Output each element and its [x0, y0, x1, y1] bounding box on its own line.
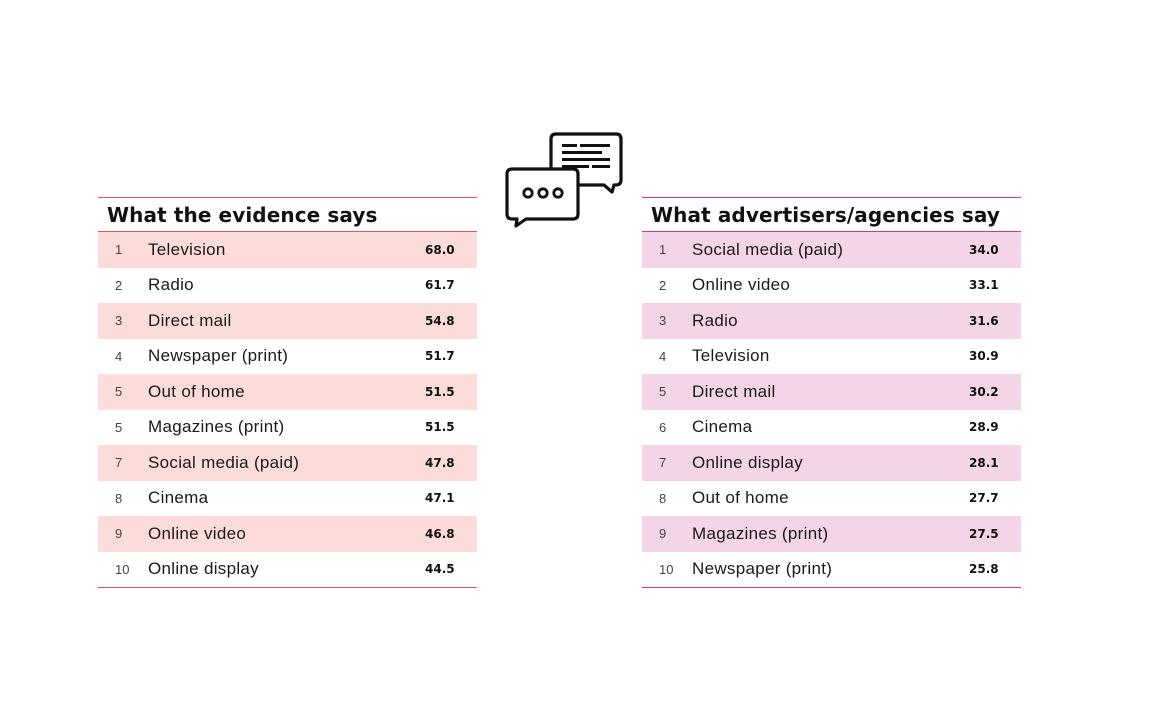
row-label: Radio [148, 275, 194, 295]
row-value: 54.8 [425, 313, 455, 328]
evidence-row-2: 2 Radio 61.7 [98, 268, 477, 304]
row-label: Social media (paid) [692, 239, 844, 259]
row-rank: 3 [115, 313, 123, 329]
row-label: Out of home [148, 381, 245, 401]
row-value: 46.8 [425, 526, 455, 541]
agencies-title: What advertisers/agencies say [651, 202, 1001, 227]
agencies-row-1: 1 Social media (paid) 34.0 [642, 232, 1021, 268]
row-rank: 5 [659, 384, 667, 400]
row-label: Cinema [148, 488, 209, 508]
agencies-row-2: 2 Online video 33.1 [642, 268, 1021, 304]
row-label: Social media (paid) [148, 452, 300, 472]
row-value: 30.9 [969, 349, 999, 364]
evidence-header: What the evidence says [98, 197, 477, 232]
row-label: Television [692, 346, 770, 366]
chat-bubbles-icon [504, 132, 624, 228]
row-rank: 7 [659, 455, 667, 471]
row-label: Magazines (print) [692, 523, 829, 543]
row-value: 44.5 [425, 562, 455, 577]
row-rank: 4 [115, 348, 123, 364]
evidence-row-7: 7 Social media (paid) 47.8 [98, 445, 477, 481]
row-rank: 8 [659, 490, 667, 506]
row-value: 51.5 [425, 420, 455, 435]
agencies-row-5: 5 Direct mail 30.2 [642, 374, 1021, 410]
row-label: Television [148, 239, 226, 259]
row-rank: 2 [659, 277, 667, 293]
row-rank: 5 [115, 384, 123, 400]
row-rank: 8 [115, 490, 123, 506]
row-value: 31.6 [969, 313, 999, 328]
row-rank: 9 [115, 526, 123, 542]
agencies-rows: 1 Social media (paid) 34.0 2 Online vide… [642, 232, 1021, 588]
row-value: 28.1 [969, 455, 999, 470]
row-value: 47.1 [425, 491, 455, 506]
row-label: Newspaper (print) [692, 559, 833, 579]
row-label: Newspaper (print) [148, 346, 289, 366]
evidence-row-6: 5 Magazines (print) 51.5 [98, 410, 477, 446]
row-rank: 1 [115, 242, 123, 258]
row-label: Direct mail [692, 381, 776, 401]
row-label: Out of home [692, 488, 789, 508]
evidence-row-5: 5 Out of home 51.5 [98, 374, 477, 410]
row-rank: 7 [115, 455, 123, 471]
row-rank: 4 [659, 348, 667, 364]
evidence-title: What the evidence says [107, 202, 378, 227]
agencies-row-7: 7 Online display 28.1 [642, 445, 1021, 481]
row-value: 68.0 [425, 242, 455, 257]
row-value: 51.5 [425, 384, 455, 399]
row-label: Online display [692, 452, 803, 472]
row-value: 28.9 [969, 420, 999, 435]
evidence-row-8: 8 Cinema 47.1 [98, 481, 477, 517]
agencies-row-3: 3 Radio 31.6 [642, 303, 1021, 339]
row-value: 47.8 [425, 455, 455, 470]
agencies-row-9: 9 Magazines (print) 27.5 [642, 516, 1021, 552]
row-value: 33.1 [969, 278, 999, 293]
agencies-header: What advertisers/agencies say [642, 197, 1021, 232]
row-value: 30.2 [969, 384, 999, 399]
row-rank: 5 [115, 419, 123, 435]
row-rank: 10 [115, 561, 130, 577]
row-label: Magazines (print) [148, 417, 285, 437]
row-value: 34.0 [969, 242, 999, 257]
agencies-panel: What advertisers/agencies say 1 Social m… [642, 197, 1021, 588]
row-rank: 10 [659, 561, 674, 577]
row-label: Online video [148, 523, 247, 543]
evidence-row-10: 10 Online display 44.5 [98, 552, 477, 588]
row-label: Cinema [692, 417, 753, 437]
agencies-row-8: 8 Out of home 27.7 [642, 481, 1021, 517]
agencies-row-4: 4 Television 30.9 [642, 339, 1021, 375]
row-rank: 2 [115, 277, 123, 293]
row-rank: 1 [659, 242, 667, 258]
row-label: Radio [692, 310, 738, 330]
row-rank: 3 [659, 313, 667, 329]
agencies-row-10: 10 Newspaper (print) 25.8 [642, 552, 1021, 588]
row-value: 27.7 [969, 491, 999, 506]
evidence-rows: 1 Television 68.0 2 Radio 61.7 3 Direct … [98, 232, 477, 588]
evidence-row-3: 3 Direct mail 54.8 [98, 303, 477, 339]
row-label: Direct mail [148, 310, 232, 330]
row-value: 61.7 [425, 278, 455, 293]
row-rank: 6 [659, 419, 667, 435]
row-rank: 9 [659, 526, 667, 542]
evidence-panel: What the evidence says 1 Television 68.0… [98, 197, 477, 588]
row-value: 51.7 [425, 349, 455, 364]
evidence-row-1: 1 Television 68.0 [98, 232, 477, 268]
evidence-row-4: 4 Newspaper (print) 51.7 [98, 339, 477, 375]
evidence-row-9: 9 Online video 46.8 [98, 516, 477, 552]
agencies-row-6: 6 Cinema 28.9 [642, 410, 1021, 446]
row-value: 25.8 [969, 562, 999, 577]
row-value: 27.5 [969, 526, 999, 541]
row-label: Online display [148, 559, 259, 579]
row-label: Online video [692, 275, 791, 295]
